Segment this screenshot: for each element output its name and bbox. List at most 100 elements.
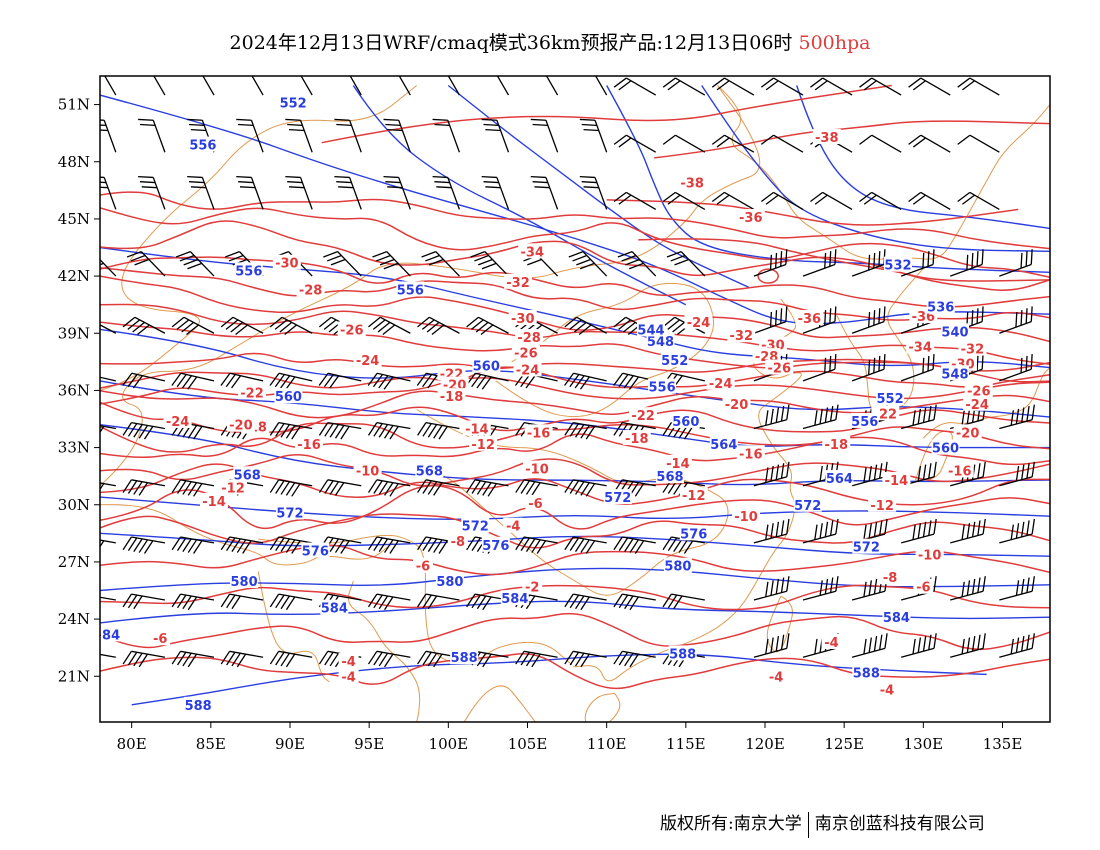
wind-barb-shaft bbox=[496, 76, 510, 96]
wind-barb-flag bbox=[580, 539, 590, 553]
wind-barb-shaft bbox=[447, 177, 461, 210]
wind-barb-shaft bbox=[920, 134, 951, 153]
wind-barb-flag bbox=[385, 123, 401, 127]
wind-barb-flag bbox=[417, 650, 427, 665]
wind-barb bbox=[349, 76, 362, 96]
wind-barb-flag bbox=[674, 258, 690, 266]
map-title: 2024年12月13日WRF/cmaq模式36km预报产品:12月13日06时 … bbox=[0, 28, 1100, 55]
wind-barb-flag bbox=[982, 633, 986, 649]
wind-barb-flag bbox=[187, 482, 198, 496]
wind-barb-flag bbox=[629, 653, 639, 668]
wind-barb-flag bbox=[187, 425, 198, 439]
wind-barb-flag bbox=[879, 463, 883, 479]
wind-barb-flag bbox=[428, 258, 444, 266]
wind-barb-shaft bbox=[622, 650, 656, 658]
lat-tick-label: 45N bbox=[58, 210, 90, 228]
wind-barb-flag bbox=[667, 319, 681, 330]
wind-barb-flag bbox=[373, 423, 383, 437]
temperature-label: -14 bbox=[202, 495, 226, 510]
wind-barb-flag bbox=[427, 652, 438, 667]
wind-barb-flag bbox=[122, 372, 133, 386]
wind-barb-flag bbox=[863, 524, 867, 540]
wind-barb bbox=[662, 191, 706, 210]
wind-barb-flag bbox=[829, 308, 832, 324]
wind-barb-flag bbox=[480, 324, 494, 336]
wind-barb-flag bbox=[670, 254, 686, 262]
wind-barb-flag bbox=[917, 523, 922, 539]
wind-barb-flag bbox=[662, 191, 676, 203]
wind-barb-flag bbox=[90, 483, 98, 496]
wind-barb-flag bbox=[171, 372, 182, 386]
wind-barb-flag bbox=[531, 653, 541, 668]
wind-barb bbox=[100, 258, 117, 277]
wind-barb-flag bbox=[574, 375, 585, 389]
height-label-bg bbox=[852, 664, 881, 680]
wind-barb-shaft bbox=[278, 650, 313, 658]
wind-barb-flag bbox=[569, 374, 580, 388]
wind-barb-shaft bbox=[753, 263, 787, 277]
wind-barb-flag bbox=[814, 524, 818, 540]
wind-barb-flag bbox=[476, 66, 491, 68]
wind-barb-shaft bbox=[900, 321, 934, 334]
wind-barb-flag bbox=[531, 482, 541, 496]
lat-tick-label: 51N bbox=[58, 96, 90, 114]
wind-barb-shaft bbox=[523, 650, 558, 658]
wind-barb bbox=[269, 593, 313, 611]
wind-barb bbox=[220, 593, 264, 610]
wind-barb-shaft bbox=[229, 650, 264, 658]
wind-barb-flag bbox=[878, 251, 881, 267]
wind-barb-flag bbox=[1020, 357, 1023, 374]
wind-barb-flag bbox=[422, 423, 432, 437]
wind-barb-flag bbox=[525, 652, 536, 667]
wind-barb-shaft bbox=[950, 263, 983, 277]
wind-barb-flag bbox=[340, 426, 350, 440]
coastline-segment bbox=[258, 534, 573, 666]
wind-barb bbox=[171, 372, 215, 390]
wind-barb-flag bbox=[242, 540, 252, 554]
wind-barb-flag bbox=[280, 424, 290, 438]
wind-barb-flag bbox=[179, 254, 195, 262]
wind-barb-shaft bbox=[773, 134, 804, 153]
wind-barb-flag bbox=[957, 77, 971, 88]
wind-barb bbox=[662, 134, 706, 153]
wind-barb bbox=[900, 404, 937, 430]
wind-barb-flag bbox=[389, 426, 399, 440]
wind-barb-flag bbox=[368, 316, 381, 328]
wind-barb-flag bbox=[569, 319, 582, 330]
wind-barb bbox=[220, 536, 264, 554]
height-contour bbox=[352, 85, 687, 306]
wind-barb-flag bbox=[225, 374, 236, 388]
wind-barb-flag bbox=[373, 480, 383, 494]
height-label: 540 bbox=[941, 325, 968, 340]
lon-tick-label: 130E bbox=[904, 735, 944, 753]
wind-barb-shaft bbox=[349, 120, 362, 153]
wind-barb-flag bbox=[868, 465, 872, 482]
wind-barb-flag bbox=[476, 375, 487, 389]
wind-barb-flag bbox=[85, 482, 93, 495]
wind-barb bbox=[851, 461, 888, 487]
wind-barb-flag bbox=[908, 77, 922, 88]
wind-barb-flag bbox=[100, 176, 105, 179]
wind-barb-flag bbox=[387, 128, 403, 132]
wind-barb bbox=[545, 76, 559, 96]
wind-barb-flag bbox=[182, 652, 192, 667]
wind-barb bbox=[269, 536, 313, 554]
wind-barb-shaft bbox=[250, 120, 264, 153]
wind-barb-flag bbox=[482, 653, 492, 668]
wind-barb bbox=[122, 593, 166, 610]
wind-barb-flag bbox=[1026, 405, 1030, 422]
temperature-label-bg bbox=[504, 273, 532, 289]
wind-barb bbox=[171, 650, 215, 668]
wind-barb-flag bbox=[127, 319, 141, 330]
wind-barb-shaft bbox=[100, 258, 117, 277]
wind-barb-shaft bbox=[100, 324, 117, 334]
wind-barb-flag bbox=[716, 137, 730, 148]
wind-barb-flag bbox=[873, 578, 878, 595]
wind-barb-flag bbox=[471, 594, 481, 609]
wind-barb-flag bbox=[90, 654, 98, 667]
temperature-label: -20 bbox=[229, 419, 253, 434]
wind-barb-flag bbox=[814, 80, 828, 91]
wind-barb-shaft bbox=[299, 120, 313, 153]
height-label-bg bbox=[461, 517, 490, 533]
wind-barb-flag bbox=[482, 596, 492, 611]
